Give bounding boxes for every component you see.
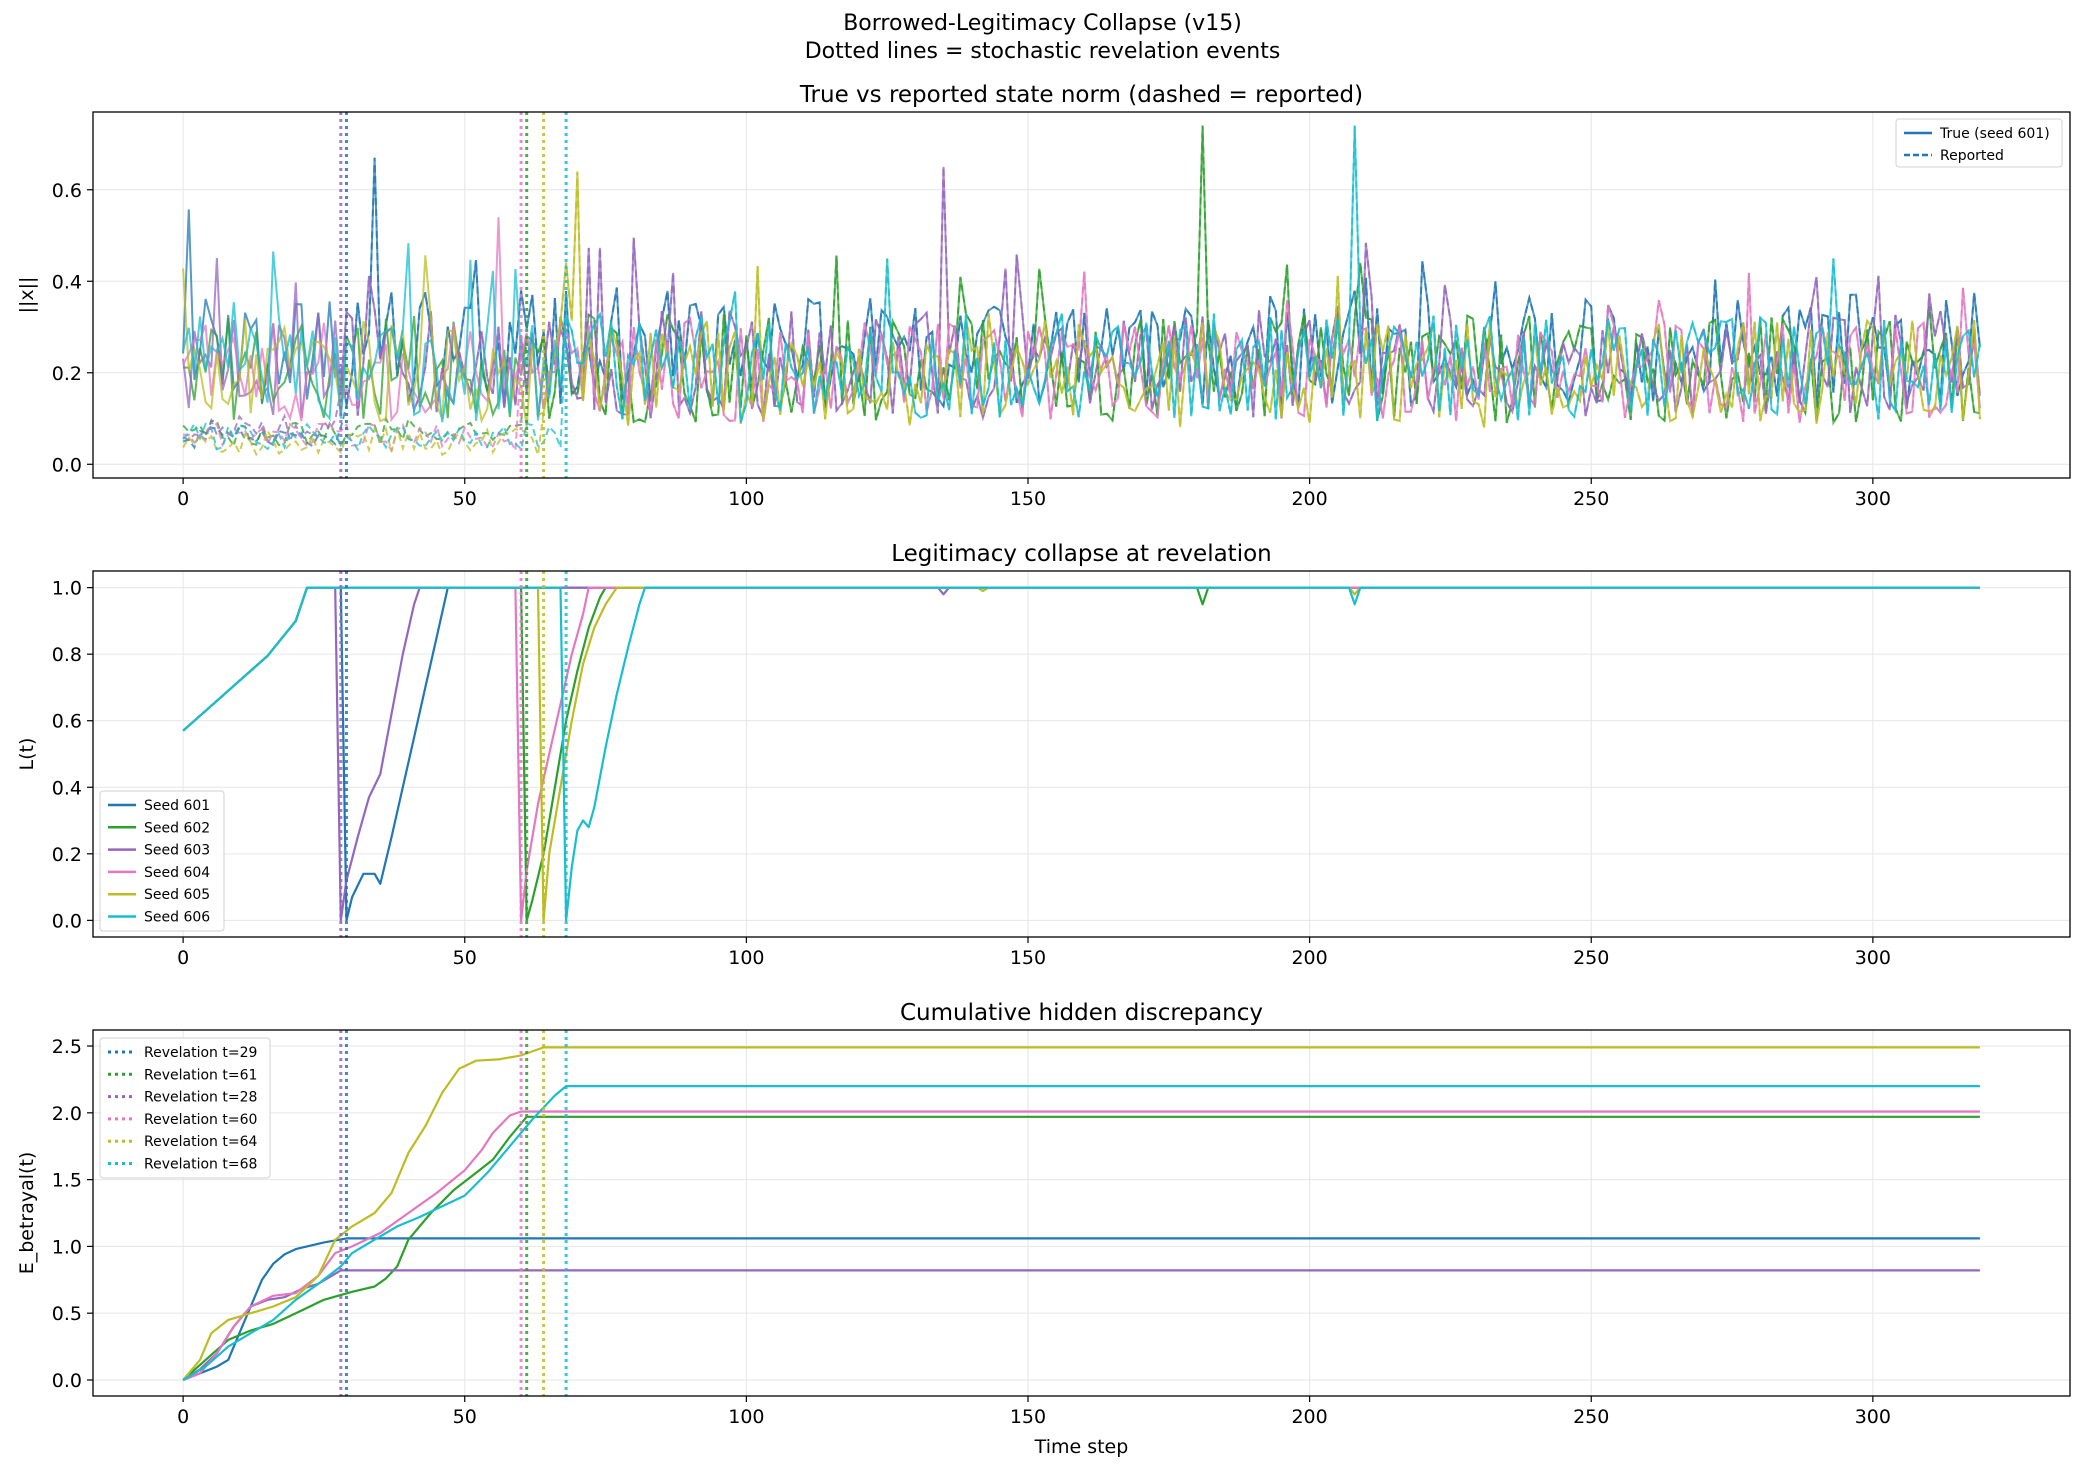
- grid: [93, 112, 2070, 478]
- legend: Revelation t=29 Revelation t=61 Revelation…: [99, 1037, 271, 1179]
- y-tick-label: 0.0: [52, 910, 82, 932]
- x-tick-label: 50: [453, 947, 477, 969]
- x-tick-label: 50: [453, 1406, 477, 1428]
- series-reported-line: [182, 125, 1981, 452]
- y-tick-label: 0.4: [52, 271, 82, 293]
- x-tick-label: 200: [1291, 1406, 1327, 1428]
- y-axis-label: E_betrayal(t): [16, 1152, 38, 1275]
- legend-box: [99, 1037, 271, 1179]
- figure-main-title: Borrowed-Legitimacy Collapse (v15): [843, 11, 1242, 36]
- y-tick-label: 2.5: [52, 1036, 82, 1058]
- x-tick-label: 300: [1855, 947, 1891, 969]
- y-tick-label: 0.0: [52, 454, 82, 476]
- x-tick-label: 200: [1291, 488, 1327, 510]
- x-tick-label: 0: [177, 1406, 189, 1428]
- legend-label: Seed 605: [144, 887, 210, 903]
- legend-label: Seed 604: [144, 865, 210, 881]
- series-reported-line: [182, 166, 1981, 445]
- y-axis-label: ||x||: [16, 277, 38, 314]
- x-tick-label: 0: [177, 488, 189, 510]
- series-line: [182, 586, 1980, 922]
- plot-area: [182, 125, 1981, 457]
- x-tick-label: 300: [1855, 488, 1891, 510]
- series-line: [182, 586, 1980, 922]
- legend-label: Revelation t=60: [144, 1112, 257, 1128]
- legend-label: True (seed 601): [1939, 126, 2050, 142]
- panel-title: True vs reported state norm (dashed = re…: [799, 82, 1363, 108]
- series-reported-line: [182, 125, 1981, 449]
- series-line: [182, 1269, 1980, 1381]
- y-tick-label: 0.2: [52, 844, 82, 866]
- figure-title: Borrowed-Legitimacy Collapse (v15) Dotte…: [0, 10, 2085, 66]
- legend-label: Revelation t=61: [144, 1067, 257, 1083]
- plot-area: [182, 1046, 1980, 1382]
- y-tick-label: 1.0: [52, 1236, 82, 1258]
- y-tick-label: 0.6: [52, 711, 82, 733]
- series-line: [182, 586, 1980, 922]
- legend-label: Revelation t=29: [144, 1045, 257, 1061]
- legend-label: Seed 603: [144, 843, 210, 859]
- series-line: [182, 1110, 1980, 1382]
- x-tick-label: 300: [1855, 1406, 1891, 1428]
- series-reported-line: [183, 271, 1981, 455]
- legend-label: Revelation t=68: [144, 1157, 257, 1173]
- legend-box: [1895, 118, 2063, 168]
- chart-panel-1: 0 50 100 150 200 250 300 0.0 0.2 0.4 0.6 True vs re…: [16, 82, 2071, 510]
- x-axis-label: Time step: [1034, 1436, 1129, 1458]
- y-tick-label: 1.0: [52, 578, 82, 600]
- axes-frame: [92, 1029, 2071, 1397]
- chart-panel-3: 0 50 100 150 200 250 300 0.0 0.5 1.0 1.5 2.0 2.5 Cumu…: [16, 1000, 2071, 1458]
- panel-title: Cumulative hidden discrepancy: [900, 1000, 1263, 1026]
- y-tick-label: 0.6: [52, 180, 82, 202]
- y-tick-label: 0.2: [52, 363, 82, 385]
- series-line: [182, 586, 1980, 922]
- x-tick-label: 250: [1573, 947, 1609, 969]
- x-tick-label: 150: [1010, 947, 1046, 969]
- x-tick-label: 250: [1573, 488, 1609, 510]
- legend-label: Seed 601: [144, 798, 210, 814]
- x-tick-label: 100: [728, 947, 764, 969]
- legend: True (seed 601) Reported: [1895, 118, 2063, 168]
- axes-frame: [92, 570, 2071, 938]
- x-tick-label: 150: [1010, 1406, 1046, 1428]
- x-tick-label: 0: [177, 947, 189, 969]
- legend-label: Reported: [1940, 148, 2004, 164]
- legend-label: Revelation t=28: [144, 1090, 257, 1106]
- series-line: [182, 1115, 1980, 1381]
- x-tick-label: 250: [1573, 1406, 1609, 1428]
- series-reported-line: [182, 171, 1981, 457]
- y-tick-label: 1.5: [52, 1170, 82, 1192]
- series-line: [182, 1085, 1980, 1381]
- grid: [93, 571, 2070, 937]
- series-line: [182, 586, 1980, 922]
- grid: [93, 1030, 2070, 1396]
- legend-label: Seed 606: [144, 910, 210, 926]
- y-tick-label: 0.4: [52, 777, 82, 799]
- x-tick-label: 200: [1291, 947, 1327, 969]
- axes-frame: [92, 111, 2071, 479]
- plot-area: [182, 586, 1980, 922]
- x-tick-label: 150: [1010, 488, 1046, 510]
- y-axis-label: L(t): [16, 738, 38, 771]
- legend-label: Revelation t=64: [144, 1134, 257, 1150]
- y-tick-label: 0.8: [52, 644, 82, 666]
- legend: Seed 601 Seed 602 Seed 603 Seed 604 Seed 605…: [99, 790, 225, 932]
- series-line: [182, 1237, 1980, 1382]
- figure-subtitle: Dotted lines = stochastic revelation eve…: [804, 39, 1281, 64]
- series-line: [182, 586, 1980, 922]
- y-tick-label: 0.0: [52, 1370, 82, 1392]
- x-tick-label: 100: [728, 1406, 764, 1428]
- y-tick-label: 0.5: [52, 1303, 82, 1325]
- legend-box: [99, 790, 225, 932]
- series-line: [182, 1046, 1980, 1381]
- x-tick-label: 100: [728, 488, 764, 510]
- chart-panel-2: 0 50 100 150 200 250 300 0.0 0.2 0.4 0.6 0.8 1.0 Legi…: [16, 541, 2071, 969]
- panel-title: Legitimacy collapse at revelation: [891, 541, 1272, 567]
- x-tick-label: 50: [453, 488, 477, 510]
- legend-label: Seed 602: [144, 820, 210, 836]
- y-tick-label: 2.0: [52, 1103, 82, 1125]
